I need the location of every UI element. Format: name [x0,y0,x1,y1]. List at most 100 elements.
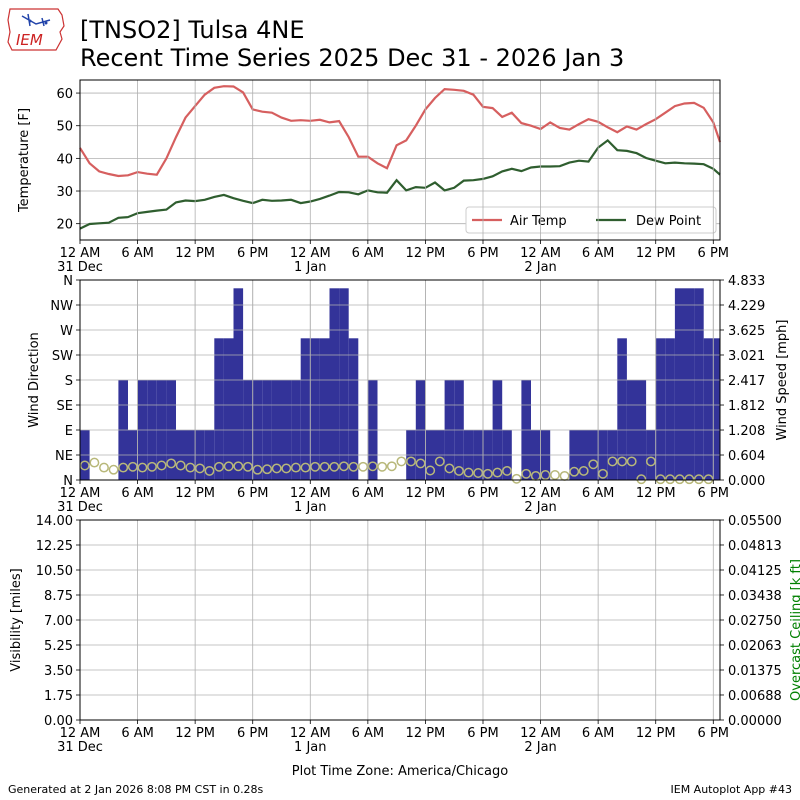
wind-direction-bar [329,288,340,480]
wind-speed-marker [492,467,503,478]
wind-speed-marker [300,462,311,473]
wind-direction-bar [310,338,320,480]
x-tick-label: 6 PM [237,486,268,501]
legend-label: Dew Point [636,214,701,229]
y2-tick-label: 0.01375 [728,664,782,679]
y-tick-label: 14.00 [36,514,73,529]
chart-title: [TNSO2] Tulsa 4NE [80,16,305,44]
wind-direction-bar [674,288,685,480]
wind-speed-marker [99,462,109,473]
x-tick-label: 6 PM [237,726,268,741]
wind-speed-marker [415,458,426,469]
wind-speed-marker [118,462,129,473]
y2-tick-label: 0.000 [728,474,765,489]
y2-tick-label: 3.021 [728,349,765,364]
wind-speed-marker [607,456,618,467]
x-tick-label: 12 AM [520,486,561,501]
x-tick-label: 6 AM [352,246,385,261]
x-tick-date-label: 2 Jan [524,260,556,275]
y2-tick-label: 0.00688 [728,689,782,704]
wind-speed-marker [434,456,445,467]
wind-speed-marker [406,456,416,467]
x-tick-label: 12 AM [60,486,101,501]
wind-direction-bar [348,338,359,480]
x-tick-label: 12 AM [290,246,331,261]
wind-speed-marker [674,474,685,485]
wind-speed-marker [454,465,464,476]
wind-speed-marker [367,461,378,472]
wind-speed-marker [79,460,90,471]
wind-speed-marker [473,468,484,478]
y2-tick-label: 0.02063 [728,639,782,654]
wind-direction-bar [703,338,714,480]
wind-speed-marker [396,456,407,467]
wind-speed-marker [578,465,589,476]
x-tick-label: 6 AM [121,486,154,501]
x-tick-date-label: 1 Jan [294,500,326,515]
wind-speed-marker [194,463,205,474]
wind-speed-marker [588,459,599,470]
wind-speed-marker [626,456,637,467]
wind-direction-bar [300,338,311,480]
x-tick-label: 6 PM [698,726,729,741]
wind-speed-marker [540,470,551,480]
y2-tick-label: 0.03438 [728,589,782,604]
x-tick-label: 6 AM [582,486,615,501]
wind-speed-marker [338,461,349,472]
wind-speed-marker [137,462,148,473]
generated-text: Generated at 2 Jan 2026 8:08 PM CST in 0… [8,783,264,796]
y-tick-label: 3.50 [44,664,73,679]
y-tick-label: SE [57,399,73,414]
x-tick-label: 12 AM [290,726,331,741]
wind-speed-marker [233,461,244,472]
y2-tick-label: 1.208 [728,424,765,439]
x-tick-label: 12 PM [175,486,215,501]
wind-speed-marker [252,464,263,475]
y-tick-label: 7.00 [44,614,73,629]
y-tick-label: 12.25 [36,539,73,554]
series-line-dew-point [79,138,721,230]
wind-speed-marker [617,456,628,467]
wind-direction-bar [223,338,234,480]
x-tick-label: 6 PM [698,246,729,261]
wind-speed-marker [386,461,397,472]
y2-tick-label: 0.00000 [728,714,782,729]
y-tick-label: 60 [56,87,73,102]
visibility-panel: 0.00 1.75 3.50 5.25 7.00 8.75 10.50 12.25 14.00 0… [9,514,800,729]
x-tick-label: 6 AM [352,486,385,501]
x-tick-label: 6 AM [582,246,615,261]
wind-speed-marker [348,461,359,472]
x-tick-date-label: 2 Jan [524,500,556,515]
legend-label: Air Temp [510,214,567,229]
y-tick-label: SW [52,349,73,364]
x-tick-label: 6 AM [121,726,154,741]
x-tick-date-label: 31 Dec [57,500,103,515]
y2-axis-label: Wind Speed [mph] [775,320,790,441]
y-tick-label: E [65,424,73,439]
wind-speed-marker [511,473,522,484]
y-tick-label: W [60,324,73,339]
wind-speed-marker [655,474,666,485]
wind-speed-marker [156,460,167,471]
wind-speed-marker [550,470,560,480]
series-line-air-temp [79,85,722,178]
y-tick-label: 40 [56,152,73,167]
wind-speed-marker [703,474,714,485]
x-tick-label: 12 PM [636,246,676,261]
wind-speed-marker [185,462,196,473]
wind-speed-marker [290,462,301,473]
x-tick-label: 12 AM [290,486,331,501]
wind-speed-marker [223,461,234,472]
y-tick-label: 10.50 [36,564,73,579]
y2-axis-label: Overcast Ceiling [k ft] [789,559,800,701]
wind-speed-marker [425,465,436,476]
legend: Air Temp Dew Point [465,206,717,234]
wind-speed-marker [684,474,695,485]
y2-tick-label: 2.417 [728,374,765,389]
wind-speed-marker [281,463,292,474]
app-id-text: IEM Autoplot App #43 [670,783,793,796]
wind-speed-marker [569,466,580,477]
wind-direction-bar [233,288,244,480]
plot-frame [79,79,721,241]
x-tick-label: 12 AM [60,246,101,261]
